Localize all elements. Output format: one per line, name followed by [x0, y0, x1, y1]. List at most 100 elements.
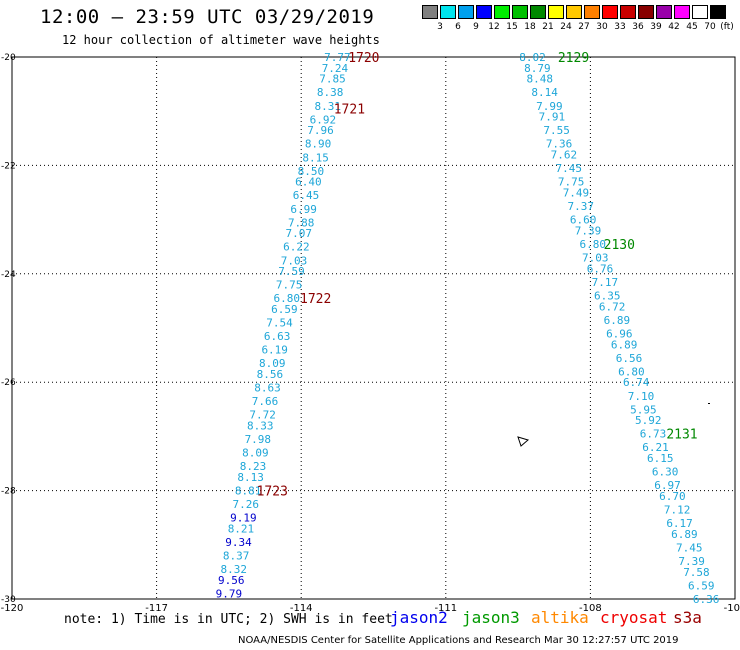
latitude-tick-label: -26	[1, 378, 16, 388]
pass-time-label: 1723	[257, 485, 288, 500]
wave-height-value: 6.63	[264, 330, 291, 343]
color-scale-label: 33	[614, 22, 626, 32]
note-text: note: 1) Time is in UTC; 2) SWH is in fe…	[64, 612, 393, 627]
color-scale-swatch	[584, 5, 600, 19]
wave-height-value: 7.59	[278, 265, 305, 278]
longitude-tick-label: -105	[724, 603, 740, 614]
wave-height-value: 7.62	[551, 149, 578, 162]
wave-height-value: 6.35	[594, 289, 621, 302]
wave-height-value: 8.81	[235, 485, 262, 498]
wave-height-value: 8.79	[524, 62, 551, 75]
wave-height-value: 7.26	[233, 498, 260, 511]
wave-height-value: 6.96	[606, 327, 633, 340]
wave-height-value: 7.99	[536, 100, 563, 113]
latitude-tick-label: -22	[1, 161, 16, 171]
island-outline	[517, 436, 530, 447]
color-scale-swatch	[458, 5, 474, 19]
wave-height-value: 7.24	[322, 62, 349, 75]
wave-height-value: 7.75	[276, 279, 303, 292]
footer-credit: NOAA/NESDIS Center for Satellite Applica…	[238, 635, 679, 646]
pass-time-label: 2130	[604, 238, 635, 253]
wave-height-value: 6.70	[659, 490, 686, 503]
wave-height-value: 6.80	[273, 292, 300, 305]
wave-height-value: 7.55	[543, 124, 570, 137]
wave-height-value: 6.45	[293, 189, 320, 202]
wave-height-value: 7.77	[324, 51, 351, 64]
wave-height-value: 5.92	[635, 414, 662, 427]
wave-height-value: 6.56	[616, 352, 643, 365]
wave-height-value: 6.89	[611, 338, 638, 351]
longitude-tick-label: -111	[434, 603, 457, 614]
color-scale-label: 27	[578, 22, 590, 32]
wave-height-value: 6.76	[587, 262, 614, 275]
color-scale-unit: (ft)	[720, 22, 734, 32]
color-scale-label: 45	[686, 22, 698, 32]
wave-height-value: 7.36	[546, 138, 573, 151]
wave-height-value: 6.59	[271, 303, 298, 316]
wave-height-value: 8.33	[247, 420, 274, 433]
color-scale-swatch	[566, 5, 582, 19]
color-scale-label: 6	[455, 22, 461, 32]
wave-height-value: 8.23	[240, 460, 267, 473]
color-scale-label: 18	[524, 22, 536, 32]
wave-height-value: 8.48	[527, 73, 554, 86]
color-scale-label: 30	[596, 22, 608, 32]
wave-height-value: 6.74	[623, 376, 650, 389]
wave-height-value: 7.39	[678, 555, 705, 568]
wave-height-value: 6.59	[688, 579, 715, 592]
color-scale-swatch	[638, 5, 654, 19]
wave-height-value: 7.45	[555, 162, 582, 175]
wave-height-value: 6.97	[654, 479, 681, 492]
wave-height-value: 5.95	[630, 403, 657, 416]
color-scale-swatch	[602, 5, 618, 19]
color-scale-label: 24	[560, 22, 572, 32]
wave-height-value: 8.90	[305, 138, 332, 151]
wave-height-value: 8.32	[220, 563, 247, 576]
color-scale-swatch	[674, 5, 690, 19]
wave-height-value: 9.56	[218, 574, 245, 587]
wave-height-value: 7.54	[266, 317, 293, 330]
wave-height-value: 6.89	[604, 314, 631, 327]
wave-height-value: 6.19	[261, 344, 288, 357]
wave-height-value: 7.58	[683, 566, 710, 579]
wave-height-value: 8.02	[519, 51, 546, 64]
wave-height-value: 6.99	[290, 203, 317, 216]
color-scale-swatch	[422, 5, 438, 19]
color-scale-label: 42	[668, 22, 680, 32]
wave-height-value: 7.91	[539, 111, 566, 124]
wave-height-value: 7.96	[307, 124, 334, 137]
wave-height-value: 8.09	[242, 447, 269, 460]
color-scale-label: 9	[473, 22, 479, 32]
pass-time-label: 2129	[558, 51, 589, 66]
color-scale-label: 39	[650, 22, 662, 32]
wave-height-value: 7.98	[245, 433, 272, 446]
wave-height-value: 7.39	[575, 224, 602, 237]
color-scale-label: 70	[704, 22, 716, 32]
color-scale-swatch	[494, 5, 510, 19]
wave-height-value: 6.92	[310, 113, 337, 126]
wave-height-value: 6.89	[671, 528, 698, 541]
color-scale-swatch	[512, 5, 528, 19]
wave-height-value: 8.09	[259, 357, 286, 370]
legend-jason3: jason3	[462, 608, 520, 627]
wave-height-value: 6.80	[580, 238, 607, 251]
wave-height-value: 7.37	[568, 200, 595, 213]
color-scale-swatch	[710, 5, 726, 19]
wave-height-value: 6.73	[640, 428, 667, 441]
wave-height-value: 8.21	[228, 523, 255, 536]
color-scale-label: 15	[506, 22, 518, 32]
wave-height-value: 7.72	[249, 409, 276, 422]
map-frame	[11, 56, 736, 600]
wave-height-value: 9.79	[216, 588, 243, 601]
wave-height-value: 8.63	[254, 382, 281, 395]
color-scale-swatch	[620, 5, 636, 19]
island-dot	[708, 403, 710, 404]
latitude-tick-label: -28	[1, 487, 16, 497]
wave-height-value: 7.49	[563, 187, 590, 200]
color-scale-label: 3	[437, 22, 443, 32]
wave-height-value: 7.12	[664, 504, 691, 517]
legend-jason2: jason2	[390, 608, 448, 627]
color-scale-swatch	[476, 5, 492, 19]
wave-height-value: 6.15	[647, 452, 674, 465]
